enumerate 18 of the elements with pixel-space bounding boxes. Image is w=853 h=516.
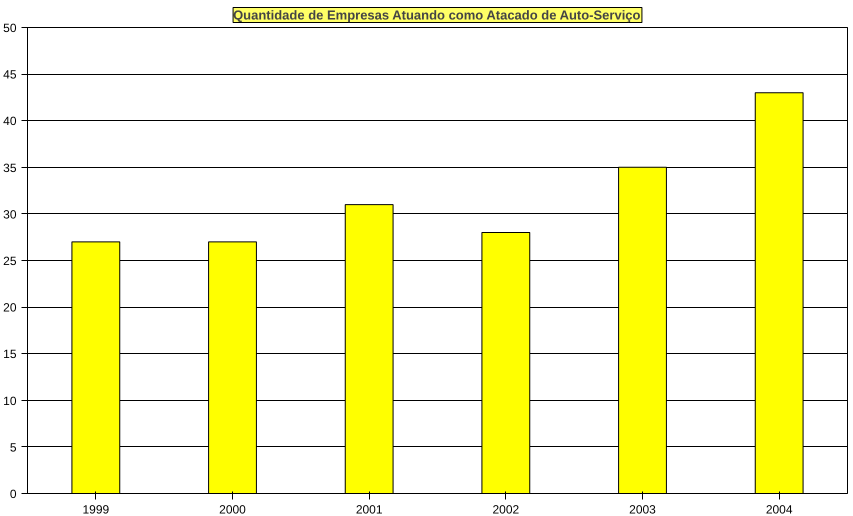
chart-title: Quantidade de Empresas Atuando como Atacado de Auto-Serviço bbox=[233, 8, 641, 22]
y-tick-label: 5 bbox=[10, 440, 17, 454]
y-tick-label: 50 bbox=[3, 21, 17, 35]
x-tick-label: 1999 bbox=[82, 502, 110, 516]
x-tick-label: 2001 bbox=[356, 502, 383, 516]
y-tick-label: 40 bbox=[3, 114, 17, 128]
y-tick-label: 0 bbox=[10, 487, 17, 501]
x-tick-label: 2003 bbox=[629, 502, 656, 516]
y-tick-label: 25 bbox=[3, 254, 17, 268]
y-tick-label: 10 bbox=[3, 394, 17, 408]
y-tick-label: 20 bbox=[3, 300, 17, 315]
x-tick-label: 2000 bbox=[219, 502, 246, 516]
x-tick-label: 2002 bbox=[492, 502, 520, 516]
y-tick-label: 35 bbox=[3, 160, 17, 175]
y-tick-label: 30 bbox=[3, 207, 17, 222]
x-tick-label: 2004 bbox=[766, 502, 793, 516]
y-tick-label: 15 bbox=[3, 347, 17, 362]
y-tick-label: 45 bbox=[3, 68, 17, 82]
